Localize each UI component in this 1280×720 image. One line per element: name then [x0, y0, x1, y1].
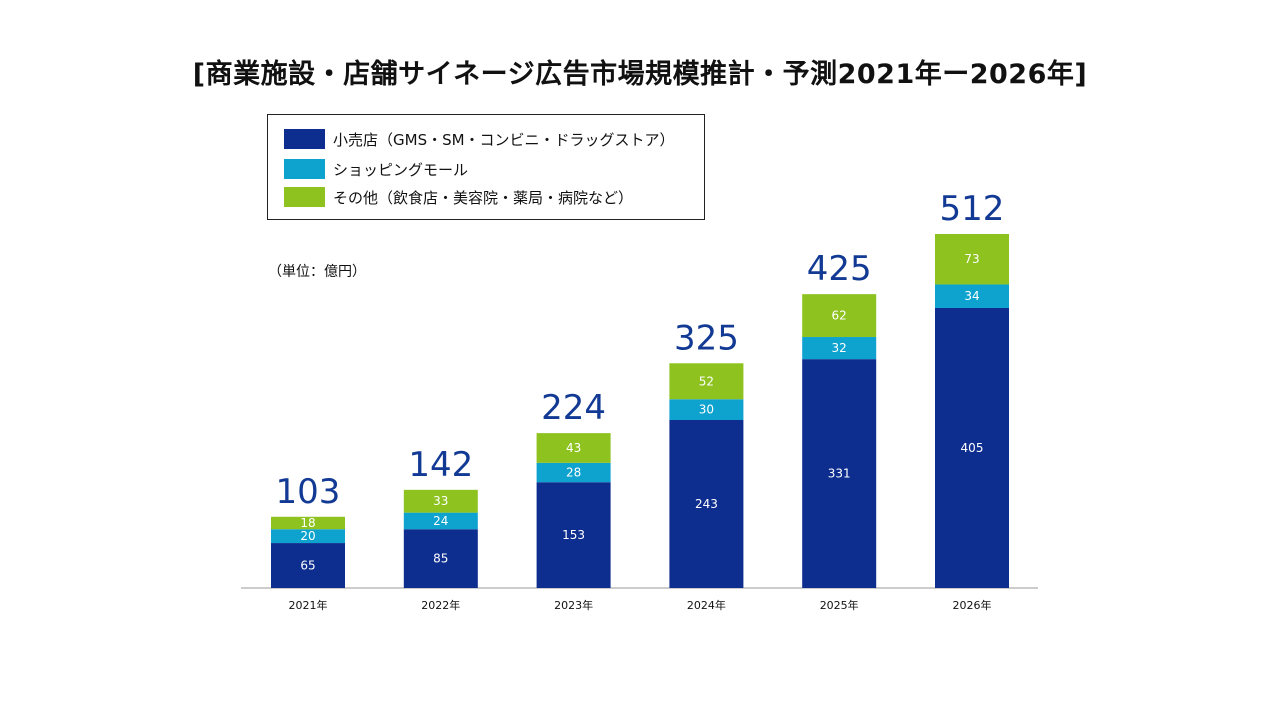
legend-item-other: その他（飲食店・美容院・薬局・病院など） — [284, 186, 633, 208]
legend-label-other: その他（飲食店・美容院・薬局・病院など） — [333, 188, 634, 207]
legend: 小売店（GMS・SM・コンビニ・ドラッグストア） ショッピングモール その他（飲… — [267, 114, 705, 220]
total-label: 325 — [674, 318, 739, 358]
data-label: 18 — [300, 516, 315, 530]
x-tick-label: 2024年 — [687, 598, 726, 612]
legend-item-retail: 小売店（GMS・SM・コンビニ・ドラッグストア） — [284, 128, 675, 150]
bar-segment — [669, 399, 744, 420]
unit-label: （単位：億円） — [268, 264, 366, 280]
data-label: 243 — [695, 497, 718, 511]
data-label: 24 — [433, 514, 448, 528]
bar-segment — [403, 512, 478, 530]
data-label: 73 — [964, 252, 979, 266]
total-label: 425 — [807, 249, 872, 289]
data-label: 33 — [433, 494, 448, 508]
data-label: 52 — [699, 374, 714, 388]
bar-segment — [802, 337, 877, 360]
total-label: 142 — [408, 445, 473, 485]
bar-segment — [403, 529, 478, 588]
bar-segment — [271, 543, 345, 588]
x-tick-label: 2021年 — [289, 598, 328, 612]
x-tick-label: 2026年 — [953, 598, 992, 612]
x-tick-label: 2023年 — [554, 598, 593, 612]
legend-label-shopping-mall: ショッピングモール — [333, 160, 469, 179]
data-label: 405 — [961, 441, 984, 455]
data-label: 28 — [566, 466, 581, 480]
legend-swatch-other — [284, 187, 325, 207]
data-label: 153 — [562, 528, 585, 542]
total-label: 224 — [541, 388, 606, 428]
bar-segment — [271, 516, 345, 530]
data-label: 62 — [832, 309, 847, 323]
data-label: 85 — [433, 552, 448, 566]
bar-segment — [935, 307, 1009, 588]
chart-title: [商業施設・店舗サイネージ広告市場規模推計・予測2021年ー2026年] — [192, 59, 1088, 90]
x-tick-label: 2022年 — [421, 598, 460, 612]
bar-segment — [536, 433, 611, 463]
bar-segment — [935, 284, 1009, 308]
data-label: 34 — [964, 289, 979, 303]
legend-swatch-retail — [284, 129, 325, 149]
bar-segment — [271, 529, 345, 544]
bar-segment — [536, 462, 611, 483]
legend-swatch-shopping-mall — [284, 159, 325, 179]
x-tick-label: 2025年 — [820, 598, 859, 612]
data-label: 20 — [300, 529, 315, 543]
legend-item-shopping-mall: ショッピングモール — [284, 158, 468, 180]
data-label: 65 — [300, 559, 315, 573]
bar-segment — [935, 234, 1009, 285]
legend-label-retail: 小売店（GMS・SM・コンビニ・ドラッグストア） — [333, 130, 675, 149]
data-label: 32 — [832, 341, 847, 355]
bar-segment — [669, 419, 744, 588]
total-label: 103 — [276, 472, 341, 512]
bar-segment — [802, 359, 877, 588]
bar-segment — [669, 363, 744, 400]
bar-segment — [403, 489, 478, 513]
bar-segment — [536, 482, 611, 588]
total-label: 512 — [940, 189, 1005, 229]
data-label: 30 — [699, 403, 714, 417]
data-label: 43 — [566, 441, 581, 455]
bar-segment — [802, 294, 877, 338]
data-label: 331 — [828, 467, 851, 481]
